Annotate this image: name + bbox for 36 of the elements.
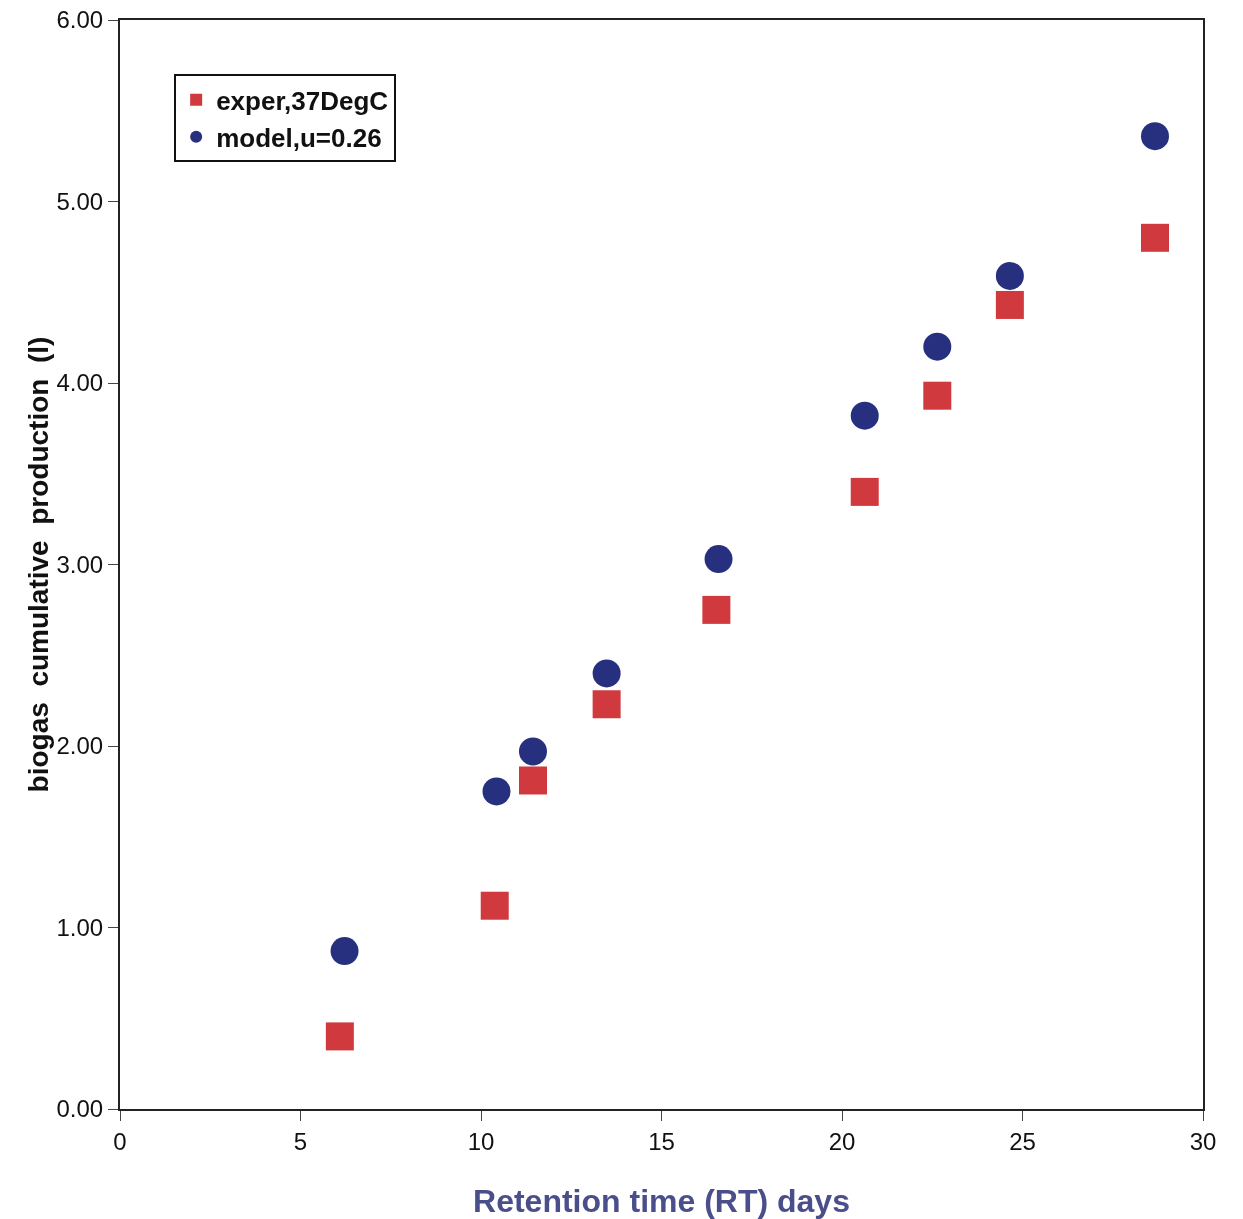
x-tick-label: 5 (293, 1127, 308, 1155)
point (1141, 122, 1169, 151)
point (1140, 223, 1169, 252)
point (325, 1022, 354, 1051)
y-tick-label: 4.00 (56, 369, 104, 397)
point (482, 777, 511, 806)
point (923, 332, 952, 361)
point (923, 381, 952, 410)
point (480, 891, 509, 920)
point (995, 261, 1024, 290)
x-tick-label: 30 (1189, 1127, 1217, 1155)
legend-label: exper,37DegC (216, 85, 389, 116)
x-axis-title: Retention time (RT) days (473, 1183, 850, 1219)
y-tick-label: 1.00 (56, 913, 104, 941)
point (518, 766, 547, 795)
point (702, 595, 731, 624)
y-tick-label: 2.00 (56, 732, 104, 760)
y-tick-label: 0.00 (56, 1095, 104, 1123)
point (518, 737, 547, 766)
x-tick-label: 20 (828, 1127, 856, 1155)
point (592, 659, 621, 688)
point (850, 477, 879, 506)
x-tick-label: 0 (113, 1127, 127, 1155)
point (330, 937, 359, 966)
y-axis-title: biogas cumulative production (l) (23, 336, 55, 793)
x-tick-label: 25 (1009, 1127, 1036, 1155)
point (995, 290, 1024, 319)
y-tick-label: 5.00 (56, 187, 104, 215)
point (850, 401, 879, 430)
legend-label: model,u=0.26 (216, 122, 382, 153)
x-tick-label: 10 (467, 1127, 495, 1155)
x-tick-label: 15 (648, 1127, 675, 1155)
point (592, 690, 621, 719)
y-tick-label: 3.00 (56, 550, 104, 578)
y-tick-label: 6.00 (56, 6, 104, 34)
point (704, 545, 733, 574)
